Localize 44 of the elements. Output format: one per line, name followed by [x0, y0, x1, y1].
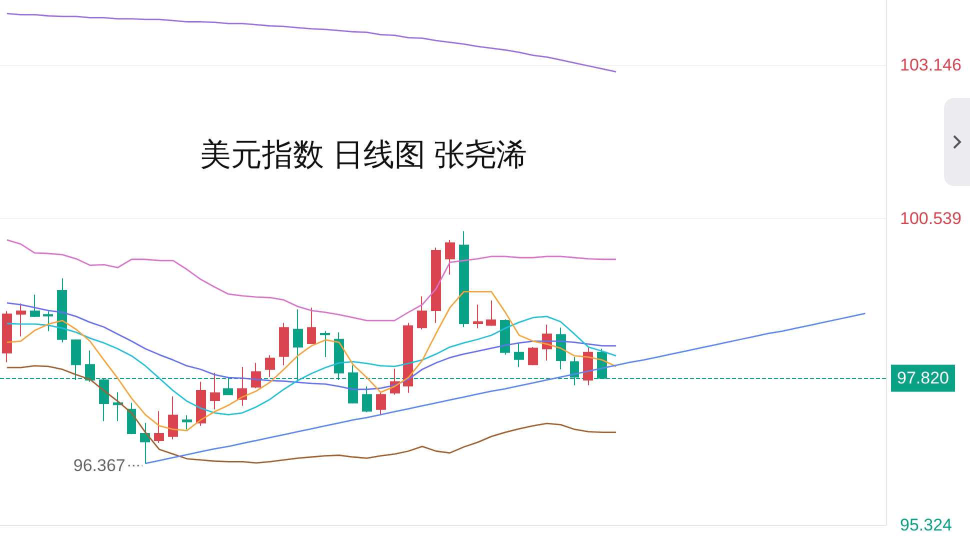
candlestick — [16, 302, 26, 337]
candlestick — [168, 396, 178, 440]
line-series — [6, 316, 617, 416]
candlestick — [473, 304, 483, 329]
candlestick — [403, 322, 413, 394]
candlestick — [445, 239, 455, 276]
candlestick — [486, 300, 496, 326]
line-series — [6, 239, 617, 322]
candlestick — [196, 381, 206, 426]
candlestick — [307, 307, 316, 345]
ref-line-label: 97.820 — [897, 368, 949, 388]
candlestick — [57, 278, 67, 343]
candlestick — [362, 386, 372, 413]
candlestick — [500, 318, 510, 356]
candlestick — [182, 414, 192, 430]
candlestick — [320, 330, 330, 358]
candlestick — [528, 346, 538, 366]
candlestick — [210, 372, 220, 410]
y-tick-label: 95.324 — [900, 516, 952, 534]
candlestick — [265, 354, 275, 378]
line-series — [6, 12, 617, 72]
candlestick — [154, 410, 164, 444]
candlestick — [417, 296, 427, 330]
candlestick — [514, 342, 524, 368]
y-tick-label: 100.539 — [900, 208, 962, 228]
candlestick — [113, 392, 123, 422]
candlestick — [251, 362, 261, 389]
candlestick — [376, 391, 386, 416]
candlestick — [348, 364, 358, 404]
line-series — [6, 291, 617, 432]
candlestick — [279, 322, 289, 366]
candlestick — [30, 294, 40, 318]
y-tick-label: 103.146 — [900, 55, 962, 74]
text: 美元指数 日线图 张尧浠 — [200, 137, 528, 172]
candlestick — [2, 310, 12, 363]
candlestick — [140, 422, 150, 464]
annotation: 96.367 — [73, 456, 126, 476]
line-series — [6, 302, 617, 390]
candlestick — [431, 247, 441, 324]
candlestick — [43, 310, 53, 332]
line-series — [144, 312, 866, 464]
candlestick — [237, 366, 247, 406]
candlestick — [127, 402, 136, 435]
candlestick — [459, 230, 469, 328]
